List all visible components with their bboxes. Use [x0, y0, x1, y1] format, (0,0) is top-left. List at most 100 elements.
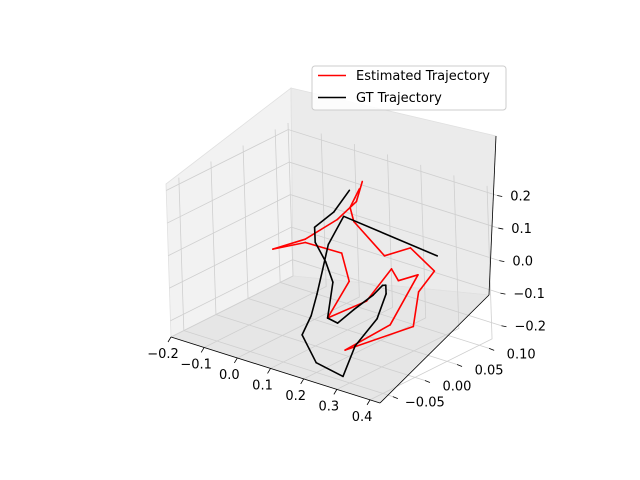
trajectory-segment: [372, 284, 384, 297]
trajectory-segment: [417, 270, 436, 293]
z-tick-label: 0.0: [512, 255, 533, 270]
y-tick-label: 0.00: [442, 380, 471, 395]
trajectory-segment: [412, 291, 420, 328]
trajectory-segment: [342, 345, 356, 378]
z-gridline: [166, 129, 498, 196]
trajectory-segment: [313, 211, 335, 229]
legend-label-gt: GT Trajectory: [356, 91, 442, 106]
y-tick-label: −0.05: [405, 396, 445, 411]
y-tick-mark: [392, 396, 398, 399]
z-gridline: [167, 161, 499, 229]
trajectory-segment: [365, 268, 393, 303]
x-tick-label: 0.4: [352, 410, 373, 425]
z-tick-mark: [501, 325, 507, 328]
trajectory-segment: [301, 314, 313, 336]
trajectory-segment: [313, 226, 317, 244]
y-axis-line: [379, 294, 490, 404]
series-gt: [301, 189, 439, 378]
z-axis-line: [488, 135, 497, 296]
y-tick-label: 0.10: [507, 347, 536, 362]
x-tick-mark: [167, 336, 172, 343]
gridlines: [166, 122, 502, 401]
z-gridline: [170, 259, 502, 327]
trajectory-segment: [376, 292, 387, 320]
z-tick-mark: [497, 195, 503, 197]
trajectory-segment: [340, 252, 351, 283]
trajectory-segment: [409, 247, 436, 272]
trajectory-segment: [304, 218, 339, 240]
trajectory-segment: [326, 300, 368, 319]
z-tick-mark: [499, 260, 505, 263]
y-gridline: [242, 145, 458, 365]
trajectory-segment: [336, 200, 358, 221]
trajectory-segment: [344, 323, 392, 351]
trajectory-segment: [332, 189, 351, 213]
x-tick-mark: [200, 347, 205, 353]
legend: Estimated Trajectory GT Trajectory: [311, 65, 507, 111]
trajectory-segment: [326, 280, 351, 319]
x-gridline: [203, 133, 327, 348]
x-axis-ticks: −0.2−0.1 0.0 0.1 0.2 0.3 0.4: [147, 336, 373, 425]
x-gridline: [303, 164, 427, 380]
trajectory-segment: [349, 188, 361, 209]
trajectory-segment: [354, 317, 378, 347]
x-tick-mark: [366, 399, 371, 406]
trajectory-segment: [352, 294, 374, 311]
trajectory-segment: [389, 273, 419, 326]
z-gridline: [168, 194, 500, 261]
y-axis-ticks: −0.050.00 0.050.10: [392, 347, 536, 411]
x-gridline: [270, 154, 393, 369]
z-gridline: [169, 226, 501, 294]
x-tick-mark: [267, 368, 271, 374]
y-gridline: [178, 177, 393, 397]
trajectory-segment: [352, 220, 386, 257]
x-tick-label: −0.1: [180, 357, 212, 372]
x-gridline: [336, 175, 460, 390]
trajectory-segment: [327, 215, 345, 246]
y-tick-mark: [489, 348, 495, 351]
trajectory-segment: [397, 273, 419, 282]
x-axis-line: [170, 336, 381, 404]
trajectory-segment: [315, 361, 344, 378]
x-tick-label: −0.2: [147, 347, 179, 362]
y-tick-label: 0.05: [475, 363, 504, 378]
z-tick-label: 0.2: [510, 190, 531, 205]
x-tick-mark: [300, 378, 305, 385]
series-layer: [271, 180, 439, 378]
x-gridline: [369, 185, 493, 401]
y-tick-mark: [456, 364, 463, 367]
legend-label-estimated: Estimated Trajectory: [356, 69, 490, 84]
trajectory-segment: [355, 180, 364, 203]
x-tick-label: 0.2: [285, 389, 306, 404]
z-tick-label: 0.1: [511, 222, 532, 237]
legend-frame: [311, 65, 507, 111]
trajectory-segment: [344, 325, 415, 351]
x-tick-label: 0.0: [219, 368, 240, 383]
x-tick-mark: [234, 357, 238, 364]
axes-3d: [165, 87, 502, 404]
back-pane: [290, 87, 497, 296]
trajectory-segment: [304, 241, 343, 254]
series-estimated: [271, 180, 436, 351]
z-tick-label: −0.1: [513, 287, 545, 302]
trajectory-segment: [349, 206, 355, 223]
x-tick-label: 0.1: [252, 378, 273, 393]
z-tick-mark: [500, 292, 506, 295]
z-axis-ticks: −0.2 −0.1 0.0 0.1 0.2: [497, 190, 546, 335]
trajectory-segment: [326, 281, 334, 319]
trajectory-segment: [316, 268, 324, 295]
trajectory-segment: [314, 241, 327, 263]
x-tick-mark: [333, 389, 338, 395]
trajectory-segment: [324, 260, 334, 284]
y-gridline: [274, 129, 490, 349]
z-tick-mark: [498, 227, 504, 230]
trajectory-segment: [301, 334, 318, 364]
trajectory-segment: [383, 247, 412, 257]
trajectory-segment: [310, 293, 318, 317]
trajectory-segment: [326, 317, 339, 324]
trajectory-segment: [271, 241, 307, 250]
trajectory-segment: [390, 268, 400, 282]
x-tick-label: 0.3: [319, 399, 340, 414]
y-tick-mark: [424, 380, 431, 383]
